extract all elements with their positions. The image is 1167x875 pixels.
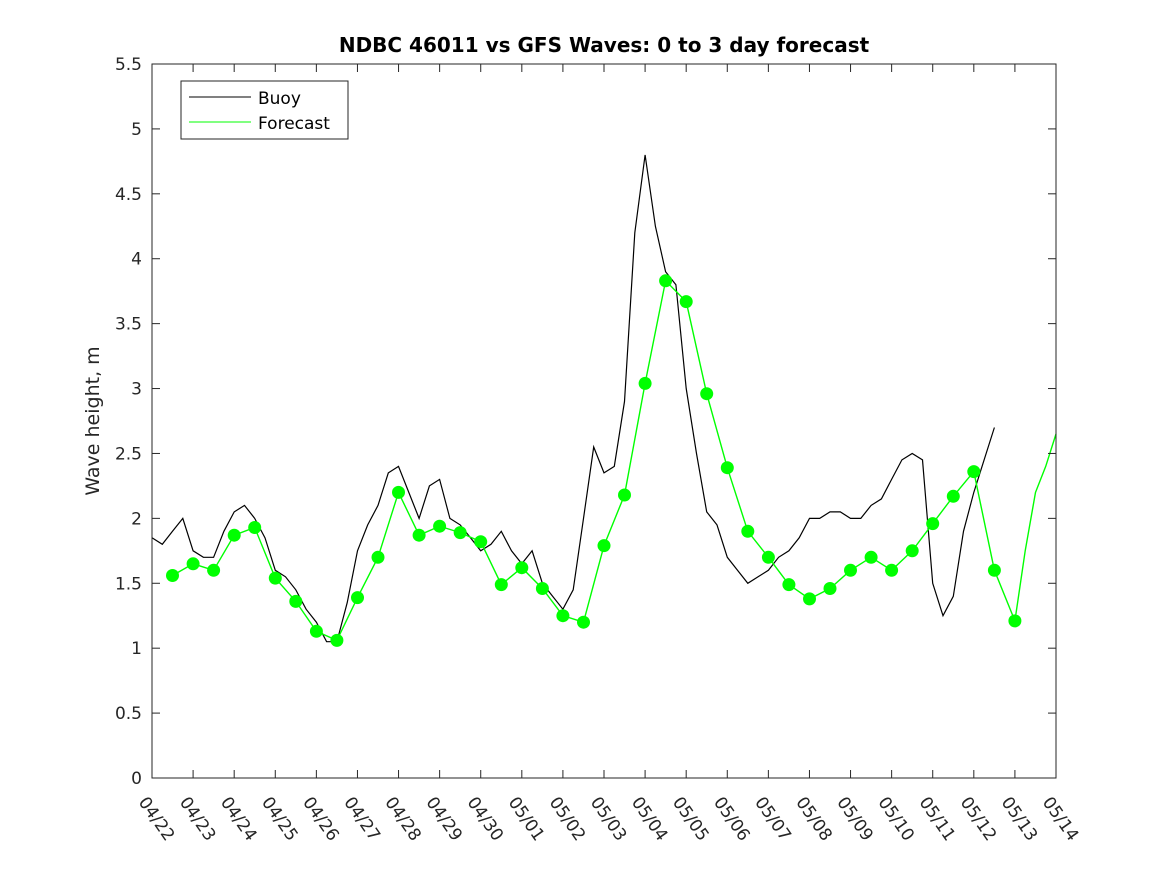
forecast-point [864, 550, 878, 564]
y-axis-label: Wave height, m [82, 346, 104, 495]
forecast-point [618, 488, 631, 502]
forecast-point [248, 521, 262, 534]
forecast-point [885, 563, 899, 577]
forecast-point [227, 528, 241, 542]
forecast-point [433, 519, 447, 533]
y-tick-label: 1.5 [115, 574, 142, 594]
forecast-point [926, 517, 940, 531]
chart-title: NDBC 46011 vs GFS Waves: 0 to 3 day fore… [339, 33, 870, 57]
forecast-point [494, 578, 508, 592]
forecast-point [823, 582, 837, 595]
series-line-forecast [172, 279, 1057, 642]
y-tick-label: 2.5 [115, 444, 142, 464]
forecast-point [679, 295, 693, 309]
forecast-point [987, 563, 1001, 577]
forecast-point [330, 633, 344, 647]
plot-area [151, 154, 1057, 647]
forecast-point [392, 485, 405, 499]
forecast-point [1008, 614, 1022, 628]
y-tick-label: 0.5 [115, 704, 142, 724]
forecast-point [659, 274, 673, 288]
legend-label-forecast: Forecast [258, 114, 330, 134]
y-tick-label: 4.5 [115, 185, 142, 205]
forecast-point [268, 571, 282, 585]
legend-box [180, 80, 349, 140]
forecast-point [905, 544, 919, 558]
forecast-point [556, 609, 570, 623]
forecast-point [761, 550, 775, 564]
y-tick-label: 4 [131, 250, 142, 270]
forecast-point [577, 615, 590, 629]
y-tick-label: 5.5 [115, 55, 142, 75]
forecast-point [207, 563, 221, 577]
forecast-point [453, 526, 467, 540]
y-tick-label: 5 [131, 120, 142, 140]
forecast-point [700, 387, 714, 401]
forecast-point [803, 592, 816, 606]
forecast-point [474, 535, 488, 549]
legend: Buoy Forecast [180, 80, 349, 140]
y-tick-label: 3.5 [115, 315, 142, 335]
forecast-point [741, 524, 755, 538]
legend-label-buoy: Buoy [258, 89, 301, 109]
series-line-buoy [151, 154, 995, 643]
forecast-point [515, 561, 529, 575]
forecast-point [597, 539, 611, 553]
forecast-point [720, 461, 734, 475]
forecast-point [638, 376, 652, 390]
forecast-point [967, 465, 981, 479]
forecast-point [166, 569, 179, 582]
forecast-point [844, 563, 857, 577]
forecast-point [371, 550, 385, 564]
forecast-point [946, 489, 960, 503]
forecast-point [412, 528, 426, 542]
y-tick-label: 2 [131, 509, 142, 529]
forecast-point [309, 624, 323, 638]
y-tick-label: 0 [131, 769, 142, 789]
forecast-point [535, 582, 549, 595]
forecast-point [289, 594, 303, 608]
forecast-point [782, 578, 796, 592]
forecast-point [351, 591, 364, 605]
y-tick-label: 3 [131, 380, 142, 400]
y-tick-label: 1 [131, 639, 142, 659]
forecast-point [186, 557, 200, 571]
